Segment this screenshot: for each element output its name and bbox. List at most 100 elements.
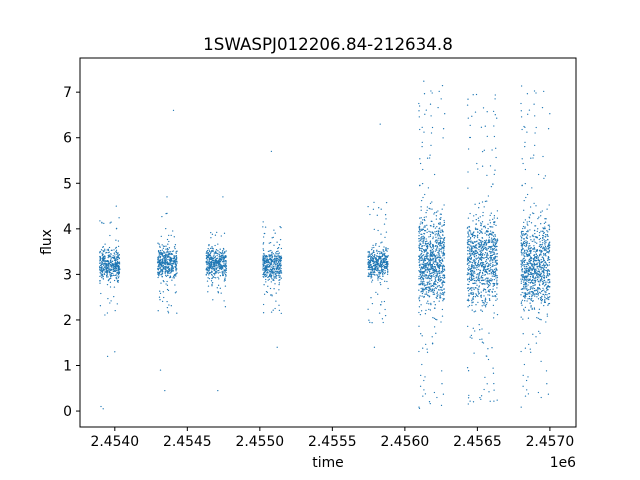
data-point bbox=[495, 268, 497, 271]
data-point bbox=[99, 269, 101, 271]
data-point bbox=[174, 263, 176, 265]
data-point bbox=[443, 238, 445, 240]
data-point bbox=[480, 231, 483, 233]
data-point bbox=[529, 269, 531, 272]
data-point bbox=[540, 396, 542, 399]
data-point bbox=[442, 281, 445, 283]
data-point bbox=[537, 173, 540, 176]
data-point bbox=[118, 268, 120, 270]
data-point bbox=[494, 94, 496, 96]
data-point bbox=[490, 251, 492, 253]
data-point bbox=[269, 268, 272, 270]
data-point bbox=[157, 242, 159, 244]
data-point bbox=[440, 279, 442, 282]
data-point bbox=[439, 292, 441, 294]
data-point bbox=[208, 263, 210, 265]
data-point bbox=[263, 269, 265, 271]
data-point bbox=[536, 242, 538, 244]
data-point bbox=[262, 260, 264, 262]
data-point bbox=[436, 247, 438, 249]
data-point bbox=[427, 294, 429, 296]
data-point bbox=[544, 284, 547, 286]
data-point bbox=[419, 217, 421, 219]
data-point bbox=[496, 249, 498, 251]
data-point bbox=[171, 253, 174, 255]
data-point bbox=[434, 234, 436, 236]
data-point bbox=[110, 221, 112, 223]
data-point bbox=[526, 193, 529, 196]
data-point bbox=[271, 237, 273, 239]
data-point bbox=[159, 290, 161, 292]
data-point bbox=[473, 258, 475, 261]
data-point bbox=[490, 258, 492, 260]
data-point bbox=[101, 255, 103, 257]
data-point bbox=[269, 273, 271, 275]
data-point bbox=[478, 285, 481, 287]
data-point bbox=[420, 228, 422, 230]
data-point bbox=[466, 260, 469, 262]
data-point bbox=[421, 335, 423, 337]
data-point bbox=[547, 288, 549, 291]
data-point bbox=[373, 270, 376, 272]
x-tick-label: 2.4555 bbox=[308, 434, 357, 450]
data-point bbox=[443, 291, 446, 293]
data-point bbox=[221, 258, 223, 260]
data-point bbox=[384, 263, 386, 266]
data-point bbox=[176, 268, 178, 270]
data-point bbox=[386, 250, 388, 252]
data-point bbox=[541, 239, 543, 242]
data-point bbox=[225, 254, 227, 257]
data-point bbox=[527, 251, 529, 253]
data-point bbox=[529, 288, 532, 290]
data-point bbox=[169, 270, 171, 272]
data-point bbox=[538, 265, 540, 267]
data-point bbox=[368, 254, 370, 256]
data-point bbox=[482, 214, 484, 217]
data-point bbox=[225, 262, 227, 264]
data-point bbox=[548, 204, 550, 206]
data-point bbox=[381, 258, 383, 260]
data-point bbox=[471, 298, 473, 300]
data-point bbox=[422, 271, 424, 273]
data-point bbox=[434, 250, 437, 252]
x-tick-label: 2.4570 bbox=[526, 434, 575, 450]
data-point bbox=[106, 249, 108, 251]
data-point bbox=[436, 272, 438, 274]
data-point bbox=[369, 273, 372, 275]
data-point bbox=[443, 254, 446, 256]
data-point bbox=[374, 264, 377, 266]
data-point bbox=[531, 307, 533, 310]
data-point bbox=[418, 306, 421, 308]
data-point bbox=[494, 245, 496, 248]
data-point bbox=[538, 312, 540, 314]
data-point bbox=[433, 275, 435, 278]
data-point bbox=[278, 272, 280, 274]
data-point bbox=[213, 276, 215, 279]
data-point bbox=[420, 333, 422, 335]
data-point bbox=[111, 260, 114, 262]
data-point bbox=[491, 248, 494, 250]
data-point bbox=[522, 230, 524, 233]
data-point bbox=[540, 245, 543, 248]
data-point bbox=[477, 242, 480, 244]
data-point bbox=[437, 237, 439, 239]
data-point bbox=[544, 242, 546, 244]
data-point bbox=[478, 277, 480, 279]
data-point bbox=[528, 245, 530, 247]
data-point bbox=[443, 281, 446, 284]
data-point bbox=[377, 277, 379, 279]
data-point bbox=[476, 252, 478, 255]
data-point bbox=[543, 254, 545, 256]
data-point bbox=[158, 254, 160, 256]
data-point bbox=[430, 277, 433, 279]
data-point bbox=[496, 241, 498, 243]
data-point bbox=[523, 254, 525, 256]
data-point bbox=[428, 261, 430, 263]
data-point bbox=[114, 274, 116, 277]
data-point bbox=[434, 279, 437, 281]
data-point bbox=[272, 309, 274, 311]
data-point bbox=[425, 244, 427, 246]
data-point bbox=[174, 274, 176, 277]
data-point bbox=[478, 243, 480, 246]
data-point bbox=[374, 254, 376, 256]
